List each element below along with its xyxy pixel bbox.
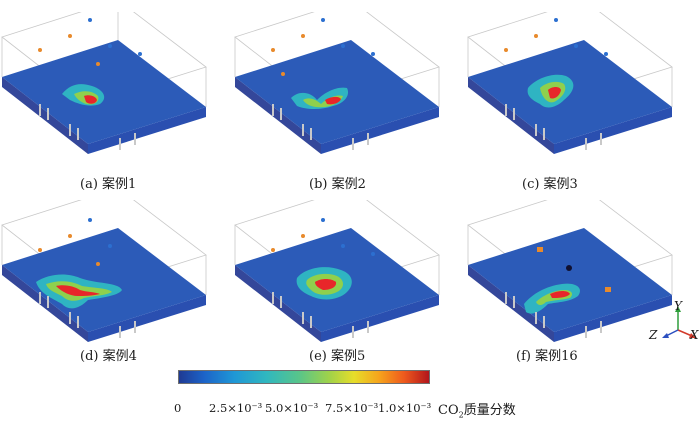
source-marker: [68, 234, 72, 238]
source-marker: [68, 34, 72, 38]
scene-case-3: [467, 12, 673, 154]
scene-case-5: [234, 200, 440, 342]
panel-caption: (f) 案例16: [516, 349, 578, 364]
axis-label-z: Z: [649, 328, 658, 342]
source-marker: [38, 48, 42, 52]
source-marker: [341, 244, 345, 248]
source-marker: [271, 48, 275, 52]
floor-plane: [2, 40, 206, 144]
source-marker: [96, 62, 100, 66]
co2-plume-hot: [84, 95, 97, 104]
scene-case-2: [234, 12, 440, 154]
source-marker: [371, 52, 375, 56]
colorbar-title-sub: 2: [458, 410, 464, 420]
panel-caption: (c) 案例3: [522, 177, 578, 192]
source-marker: [574, 44, 578, 48]
axis-label-x: X: [690, 328, 699, 342]
source-marker: [88, 218, 92, 222]
colorbar-tick: 0: [174, 401, 182, 415]
source-marker: [38, 248, 42, 252]
source-marker: [108, 244, 112, 248]
panel-case-2: (b) 案例2: [233, 12, 463, 192]
floor-plane: [2, 228, 206, 332]
scene-case-16: [467, 200, 673, 342]
source-marker: [108, 44, 112, 48]
colorbar-title-suffix: 质量分数: [463, 403, 516, 418]
source-marker: [321, 18, 325, 22]
panel-caption: (d) 案例4: [80, 349, 137, 364]
source-marker: [341, 44, 345, 48]
panel-case-1: (a) 案例1: [0, 12, 230, 192]
colorbar-title: CO2质量分数: [438, 399, 516, 420]
co2-plume-hot: [315, 279, 337, 290]
source-marker: [138, 52, 142, 56]
colorbar-tick: 2.5×10⁻³: [209, 401, 263, 415]
co2-plume-hot: [548, 87, 561, 99]
source-marker: [371, 252, 375, 256]
panel-case-16: (f) 案例16: [466, 200, 696, 364]
source-marker: [605, 287, 611, 292]
floor-plane: [468, 228, 672, 332]
scene-case-1: [1, 12, 207, 154]
axes-arrows: [662, 306, 696, 338]
co2-plume-hot: [56, 285, 100, 296]
panel-case-5: (e) 案例5: [233, 200, 463, 364]
colorbar-tick: 5.0×10⁻³: [265, 401, 319, 415]
axis-label-y: Y: [674, 299, 682, 313]
source-marker: [88, 18, 92, 22]
source-marker: [96, 262, 100, 266]
source-marker: [534, 34, 538, 38]
panel-caption: (a) 案例1: [80, 177, 137, 192]
colorbar-tick: 1.0×10⁻³: [378, 401, 432, 415]
panel-caption: (b) 案例2: [309, 177, 366, 192]
source-marker: [301, 234, 305, 238]
colorbar-tick: 7.5×10⁻³: [325, 401, 379, 415]
colorbar: [178, 370, 430, 384]
co2-plume-hot: [550, 291, 570, 298]
colorbar-title-prefix: CO: [438, 403, 459, 418]
source-marker: [281, 72, 285, 76]
source-marker: [537, 247, 543, 252]
scene-case-4: [1, 200, 207, 342]
panel-case-4: (d) 案例4: [0, 200, 230, 364]
panel-caption: (e) 案例5: [309, 349, 366, 364]
axes-triad: Y Z X: [649, 299, 700, 347]
source-marker: [554, 18, 558, 22]
source-marker: [271, 248, 275, 252]
panel-case-3: (c) 案例3: [466, 12, 696, 192]
co2-plume-hot: [325, 96, 341, 105]
source-marker: [321, 218, 325, 222]
source-marker: [566, 265, 572, 271]
source-marker: [504, 48, 508, 52]
source-marker: [604, 52, 608, 56]
source-marker: [301, 34, 305, 38]
